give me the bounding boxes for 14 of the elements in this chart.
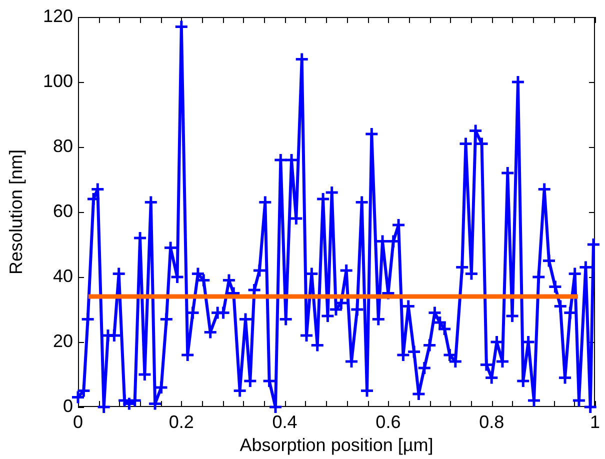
x-tick-label: 0.8 (479, 412, 504, 432)
x-tick-label: 0.6 (376, 412, 401, 432)
y-tick-label: 80 (52, 136, 73, 156)
y-tick-label: 20 (52, 330, 73, 351)
x-tick-label: 0.2 (168, 412, 194, 432)
y-axis-title: Resolution [nm] (6, 149, 26, 275)
y-tick-label: 100 (42, 70, 73, 91)
x-axis-title: Absorption position [µm] (240, 435, 434, 456)
x-tick-label: 1 (590, 412, 600, 432)
y-tick-label: 0 (62, 396, 73, 416)
y-tick-label: 120 (42, 6, 73, 26)
y-tick-label: 60 (52, 200, 73, 221)
x-tick-label: 0.4 (272, 412, 298, 432)
y-tick-label: 40 (52, 266, 73, 286)
